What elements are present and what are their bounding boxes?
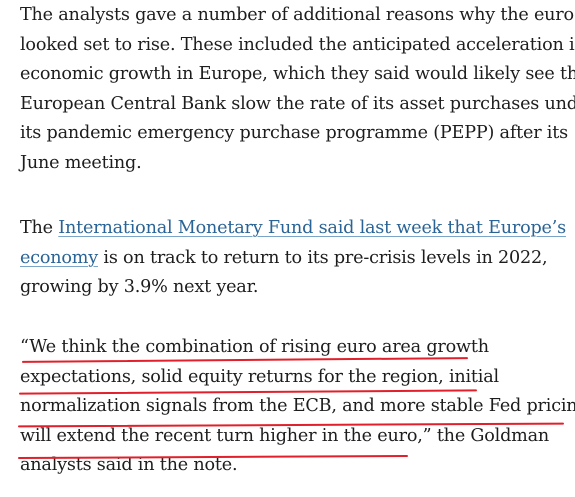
paragraph-euro-reasons: The analysts gave a number of additional… — [20, 1, 575, 178]
attribution-line: analysts said in the note. — [20, 455, 238, 475]
attribution-text: the Goldman — [431, 425, 550, 446]
text-line: June meeting. — [20, 152, 142, 173]
text-line: European Central Bank slow the rate of i… — [20, 93, 575, 114]
quote-line: expectations, solid equity returns for t… — [20, 366, 499, 387]
imf-report-link[interactable]: International Monetary Fund said last we… — [58, 218, 566, 238]
quote-end-text: will extend the recent turn higher in th… — [20, 425, 432, 446]
quote-line: “We think the combination of rising euro… — [20, 337, 489, 357]
paragraph-imf: The International Monetary Fund said las… — [20, 214, 572, 303]
text-line: looked set to rise. These included the a… — [20, 34, 575, 55]
text-line: its pandemic emergency purchase programm… — [20, 123, 568, 143]
quote-line: normalization signals from the ECB, and … — [20, 396, 575, 416]
paragraph-body-text: is on track to return to its pre-crisis … — [98, 247, 548, 268]
text-line: The analysts gave a number of additional… — [20, 5, 574, 25]
text-line: economy is on track to return to its pre… — [20, 244, 572, 274]
quote-line: will extend the recent turn higher in th… — [20, 422, 572, 452]
imf-report-link-continued[interactable]: economy — [20, 247, 99, 268]
text-line: The International Monetary Fund said las… — [20, 214, 572, 244]
paragraph-goldman-quote: “We think the combination of rising euro… — [20, 333, 575, 481]
paragraph-lead-text: The — [20, 218, 59, 238]
text-line: economic growth in Europe, which they sa… — [20, 64, 575, 84]
text-line: growing by 3.9% next year. — [20, 277, 259, 297]
